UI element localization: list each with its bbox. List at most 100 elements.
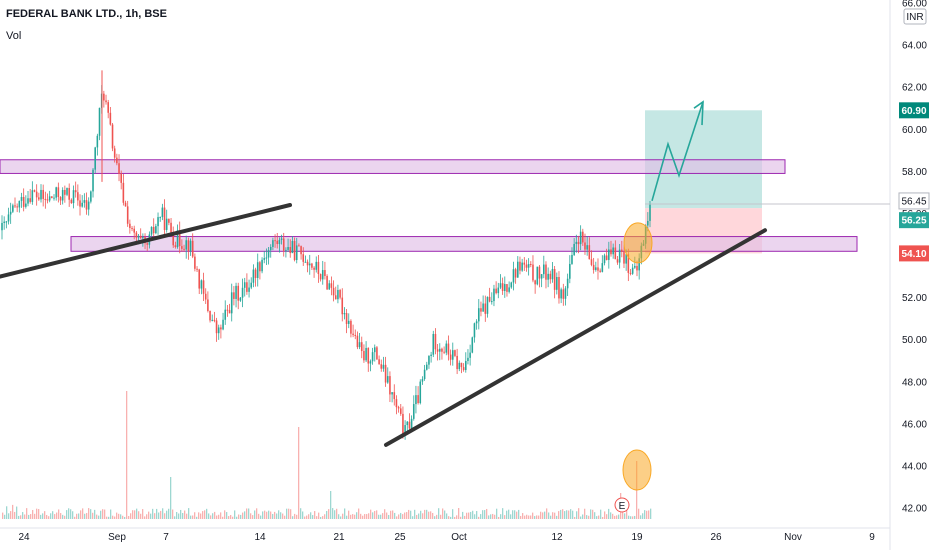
candle-body <box>599 270 601 272</box>
candle-body <box>339 289 341 298</box>
volume-bar <box>366 514 368 519</box>
volume-bar <box>466 512 468 519</box>
volume-bar <box>384 509 386 519</box>
volume-bar <box>148 511 150 519</box>
volume-bar <box>36 508 38 519</box>
volume-bar <box>44 511 46 519</box>
volume-bar <box>486 508 488 519</box>
volume-bar <box>538 515 540 519</box>
candle-body <box>523 262 526 265</box>
y-tick-label: 42.00 <box>902 504 927 515</box>
volume-bar <box>236 516 238 519</box>
volume-bar <box>628 515 630 519</box>
candle-body <box>337 289 339 300</box>
volume-bar <box>274 511 276 519</box>
candle-body <box>360 342 363 352</box>
volume-bar <box>184 510 186 519</box>
candle-body <box>274 240 276 242</box>
candle-body <box>514 269 517 278</box>
candle-body <box>428 355 430 365</box>
volume-bar <box>338 514 340 519</box>
candle-body <box>66 188 68 195</box>
volume-bar <box>382 513 384 519</box>
candle-body <box>545 264 547 280</box>
volume-bar <box>108 516 110 519</box>
candle-body <box>412 404 415 419</box>
volume-bar <box>608 508 610 519</box>
volume-bar <box>54 514 56 519</box>
volume-bar <box>194 512 196 519</box>
volume-bar <box>102 509 104 519</box>
price-badge-current <box>899 212 929 229</box>
candle-body <box>207 299 209 311</box>
volume-bar <box>298 427 300 519</box>
volume-bar <box>276 513 278 519</box>
candle-body <box>209 310 211 321</box>
candle-body <box>254 269 257 278</box>
candle-body <box>198 269 201 289</box>
candle-body <box>592 264 595 270</box>
x-tick-label: Nov <box>784 532 802 543</box>
volume-bar <box>634 515 636 519</box>
volume-bar <box>506 510 508 519</box>
volume-bar <box>268 510 270 519</box>
volume-bar <box>318 512 320 519</box>
volume-bar <box>594 512 596 519</box>
candle-body <box>272 240 274 247</box>
volume-bar <box>288 508 290 519</box>
volume-bar <box>278 510 280 519</box>
volume-bar <box>30 514 32 519</box>
x-tick-label: Oct <box>451 532 467 543</box>
volume-bar <box>270 511 272 519</box>
candle-body <box>467 357 469 362</box>
volume-bar <box>78 513 80 519</box>
candle-body <box>211 319 214 321</box>
volume-bar <box>296 514 298 519</box>
candle-body <box>57 187 60 198</box>
volume-bar <box>172 509 174 519</box>
candle-body <box>157 217 159 227</box>
volume-bar <box>192 515 194 519</box>
volume-bar <box>348 510 350 519</box>
volume-bar <box>492 513 494 519</box>
x-tick-label: 21 <box>333 532 345 543</box>
candle-body <box>458 362 461 370</box>
volume-bar <box>438 508 440 519</box>
candle-body <box>308 263 311 266</box>
volume-bar <box>62 514 64 519</box>
volume-bar <box>70 509 72 519</box>
volume-bar <box>420 510 422 519</box>
volume-bar <box>398 514 400 519</box>
volume-bar <box>512 510 514 519</box>
volume-label: Vol <box>6 30 22 42</box>
volume-bar <box>250 513 252 519</box>
volume-bar <box>578 508 580 519</box>
volume-bar <box>96 514 98 519</box>
volume-bar <box>6 506 8 519</box>
candle-body <box>261 259 263 272</box>
candle-body <box>369 361 372 364</box>
volume-bar <box>248 508 250 519</box>
candle-body <box>241 287 244 298</box>
candle-body <box>425 364 428 370</box>
volume-bar <box>100 510 102 519</box>
candle-body <box>44 198 47 200</box>
candle-body <box>373 347 376 353</box>
volume-bar <box>462 511 464 519</box>
candle-body <box>74 190 77 193</box>
candle-body <box>497 287 500 294</box>
volume-bar <box>156 508 158 519</box>
y-tick-label: 66.00 <box>902 0 927 10</box>
candle-body <box>5 221 8 223</box>
volume-bar <box>24 514 26 519</box>
volume-bar <box>164 513 166 519</box>
volume-bar <box>480 514 482 519</box>
candle-body <box>311 263 313 268</box>
volume-bar <box>524 515 526 519</box>
candle-body <box>300 246 302 255</box>
volume-bar <box>242 512 244 519</box>
volume-bar <box>86 513 88 519</box>
volume-bar <box>522 513 524 519</box>
candle-body <box>142 237 144 239</box>
